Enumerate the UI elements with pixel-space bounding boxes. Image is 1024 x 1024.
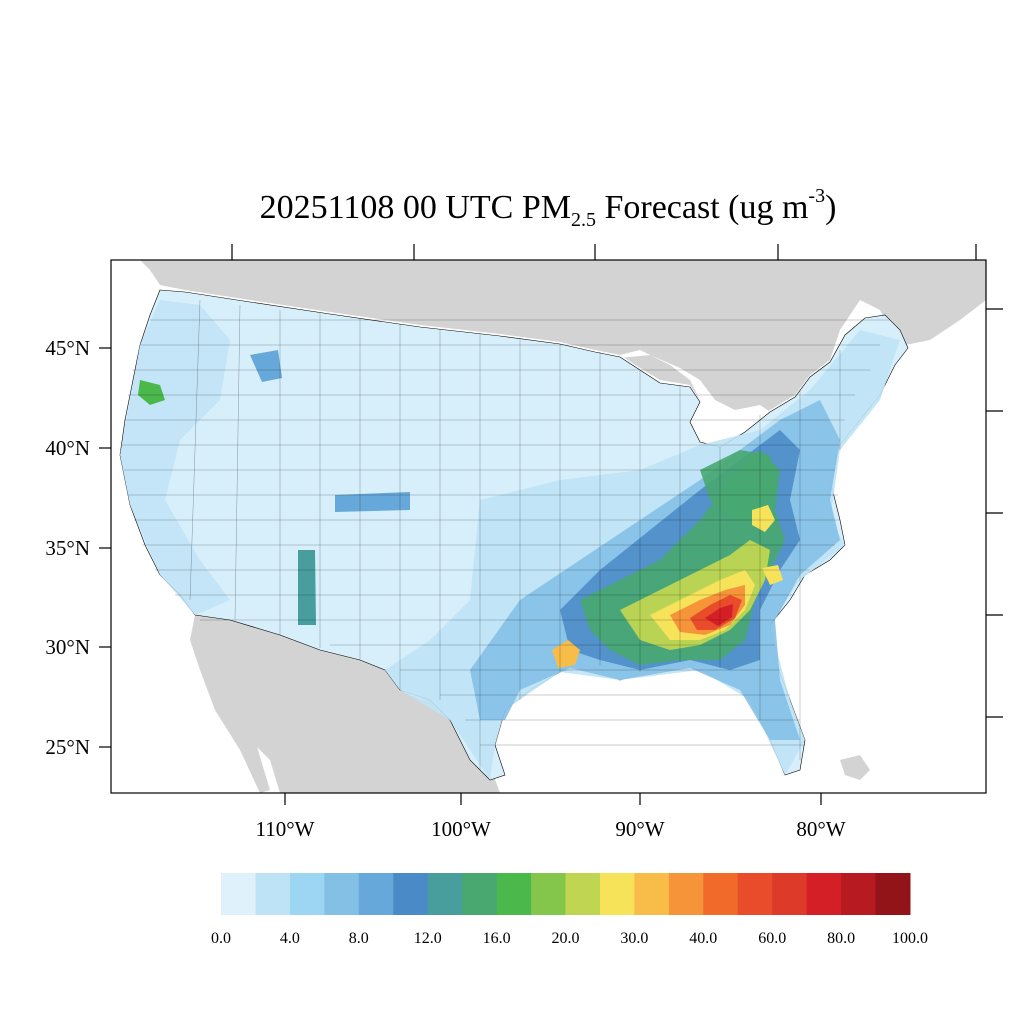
pm25-hotspot-louisiana [552,640,580,668]
colorbar-swatch [255,873,291,915]
colorbar-swatch [841,873,877,915]
lat-label-35: 35°N [45,536,90,560]
colorbar-swatch [289,873,325,915]
colorbar-swatch [427,873,463,915]
colorbar-swatch [358,873,394,915]
axis-ticks [99,244,1003,805]
colorbar-swatch [324,873,360,915]
mexico-landmass [190,615,500,793]
colorbar-tick-label: 0.0 [211,930,231,947]
pm25-southwest-green [298,550,316,625]
colorbar-swatch [737,873,773,915]
colorbar-swatch [772,873,808,915]
pm25-idaho-blue [250,350,282,382]
colorbar-swatch [531,873,566,915]
colorbar-tick-label: 100.0 [892,930,928,947]
map-area [119,260,986,793]
map-title: 20251108 00 UTC PM2.5 Forecast (ug m-3) [259,185,837,231]
colorbar-tick-label: 30.0 [620,930,648,947]
pm25-oregon-green [138,380,165,405]
colorbar-swatch [806,873,842,915]
colorbar-swatch [599,873,635,915]
colorbar-swatch [703,873,739,915]
lon-label-110w: 110°W [256,817,315,841]
lon-label-100w: 100°W [431,817,491,841]
colorbar-swatch [462,873,498,915]
lon-label-80w: 80°W [796,817,845,841]
colorbar-tick-label: 12.0 [414,930,442,947]
great-lakes [600,350,775,445]
colorbar-swatch [634,873,670,915]
colorbar-tick-label: 4.0 [280,930,300,947]
colorbar-tick-label: 60.0 [758,930,786,947]
pm25-hotspot-tennessee [752,505,775,532]
lat-label-40: 40°N [45,436,90,460]
canada-landmass [140,260,986,445]
pm25-kansas-blue [335,492,410,512]
colorbar-swatch [393,873,429,915]
colorbar-tick-label: 80.0 [827,930,855,947]
colorbar-swatch [875,873,911,915]
cuba-landmass [840,755,870,780]
pm25-hotspot-ohio-valley [700,450,775,520]
pm25-band-4-8 [120,300,230,615]
colorbar-swatch [565,873,601,915]
colorbar [221,873,911,915]
county-lines [122,299,890,770]
colorbar-swatch [221,873,256,915]
lat-label-25: 25°N [45,735,90,759]
lat-label-45: 45°N [45,336,90,360]
map-frame [110,259,987,794]
baja-landmass [190,625,270,793]
lon-label-90w: 90°W [615,817,664,841]
colorbar-swatch [668,873,704,915]
lat-label-30: 30°N [45,635,90,659]
colorbar-tick-label: 8.0 [349,930,369,947]
colorbar-tick-label: 20.0 [552,930,580,947]
colorbar-tick-label: 16.0 [483,930,511,947]
colorbar-labels: 0.0 4.0 8.0 12.0 16.0 20.0 30.0 40.0 60.0 80.0 100… [211,930,928,947]
pm25-band-80-100 [705,604,733,626]
colorbar-tick-label: 40.0 [689,930,717,947]
colorbar-swatch [496,873,532,915]
